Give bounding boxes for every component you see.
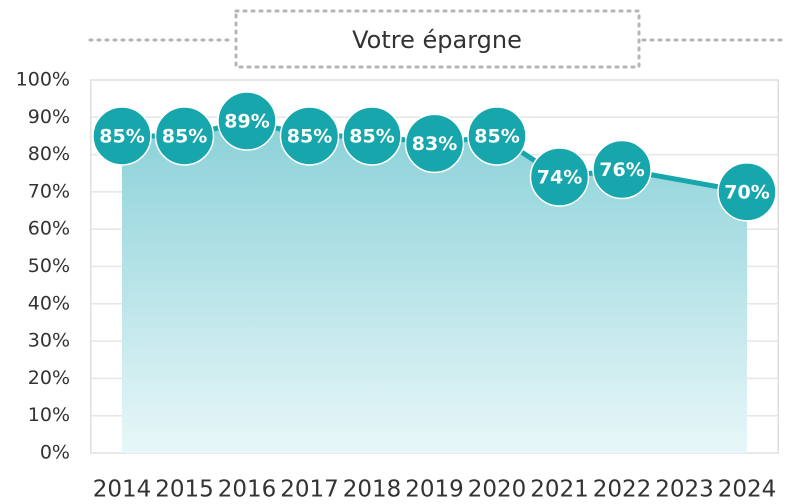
- point: [279, 106, 340, 166]
- data-label: 85%: [99, 125, 144, 147]
- x-tick-label: 2024: [718, 477, 777, 503]
- data-label: 85%: [474, 125, 519, 147]
- point: [154, 106, 215, 166]
- line: [122, 118, 748, 195]
- point: [529, 147, 590, 207]
- title-box: [234, 9, 641, 69]
- x-tick-label: 2018: [343, 477, 402, 503]
- y-tick-label: 20%: [28, 367, 70, 389]
- point: [717, 162, 777, 222]
- x-tick-label: 2015: [155, 477, 214, 503]
- y-tick-label: 10%: [28, 404, 70, 426]
- x-tick-label: 2014: [93, 477, 152, 503]
- data-label: 83%: [412, 133, 457, 155]
- y-tick-label: 30%: [28, 330, 70, 352]
- point: [592, 139, 652, 200]
- data-label: 85%: [287, 125, 332, 147]
- y-tick-label: 40%: [28, 292, 70, 314]
- x-tick-label: 2019: [405, 477, 464, 503]
- x-tick-label: 2020: [468, 477, 527, 503]
- y-tick-label: 100%: [16, 69, 70, 91]
- y-tick-label: 70%: [28, 180, 70, 202]
- point: [217, 91, 277, 151]
- y-tick-label: 50%: [28, 255, 70, 277]
- x-tick-label: 2023: [655, 477, 714, 503]
- data-label: 70%: [724, 181, 769, 203]
- chart-title: Votre épargne: [352, 26, 522, 54]
- area: [122, 121, 747, 453]
- x-tick-label: 2021: [530, 477, 589, 503]
- point: [404, 113, 465, 174]
- point: [342, 106, 402, 166]
- point: [92, 106, 152, 166]
- data-label: 76%: [599, 159, 644, 181]
- x-tick-label: 2016: [218, 477, 277, 503]
- y-tick-label: 60%: [28, 218, 70, 240]
- y-tick-label: 80%: [28, 143, 70, 165]
- point: [467, 106, 527, 166]
- y-tick-label: 90%: [28, 106, 70, 128]
- y-tick-label: 0%: [40, 442, 70, 464]
- data-label: 85%: [162, 125, 207, 147]
- data-label: 74%: [537, 166, 582, 188]
- x-tick-label: 2022: [593, 477, 652, 503]
- data-label: 89%: [224, 111, 269, 133]
- x-tick-label: 2017: [280, 477, 339, 503]
- data-label: 85%: [349, 125, 394, 147]
